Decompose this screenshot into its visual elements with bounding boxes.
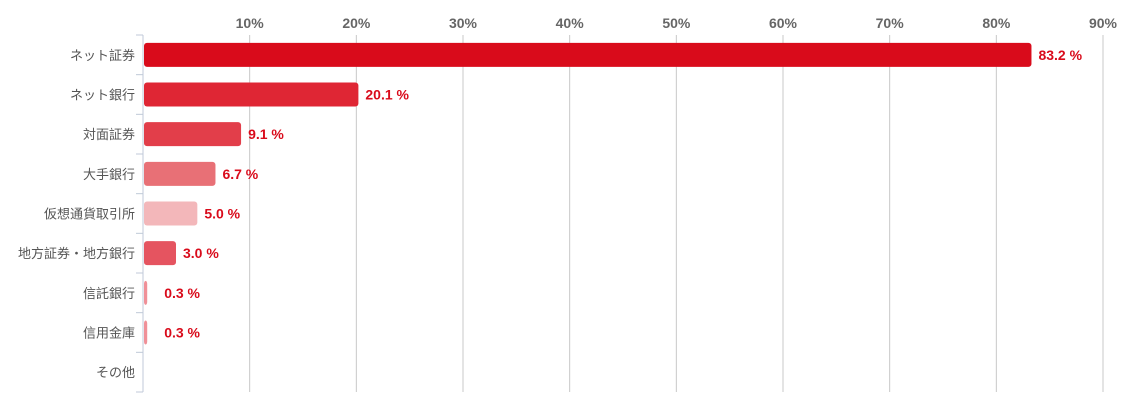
category-label: 仮想通貨取引所 — [44, 207, 135, 223]
value-label: 6.7 % — [222, 166, 258, 182]
category-label: 信託銀行 — [83, 286, 135, 302]
category-label: その他 — [96, 366, 135, 381]
x-tick-label: 50% — [662, 15, 691, 31]
category-label: 信用金庫 — [83, 326, 135, 342]
category-label: ネット銀行 — [70, 89, 135, 104]
value-label: 3.0 % — [183, 245, 219, 261]
bar — [144, 161, 216, 186]
value-label: 5.0 % — [204, 206, 240, 222]
value-label: 0.3 % — [164, 285, 200, 301]
category-label: ネット証券 — [70, 48, 135, 64]
x-tick-label: 90% — [1089, 15, 1118, 31]
value-label: 0.3 % — [164, 325, 200, 341]
value-label: 83.2 % — [1038, 47, 1082, 63]
bar — [144, 122, 242, 147]
bar — [144, 241, 176, 266]
bar — [144, 280, 148, 305]
x-tick-label: 30% — [449, 15, 478, 31]
category-label: 大手銀行 — [83, 168, 135, 183]
value-label: 9.1 % — [248, 126, 284, 142]
x-tick-label: 80% — [982, 15, 1011, 31]
category-label: 対面証券 — [83, 127, 135, 143]
x-tick-label: 40% — [556, 15, 585, 31]
x-tick-label: 20% — [342, 15, 371, 31]
bar — [144, 320, 148, 345]
x-tick-label: 10% — [236, 15, 265, 31]
x-tick-label: 70% — [876, 15, 905, 31]
category-label: 地方証券・地方銀行 — [18, 246, 135, 262]
bar — [144, 201, 198, 226]
x-tick-label: 60% — [769, 15, 798, 31]
bar — [144, 42, 1032, 67]
bar — [144, 82, 359, 107]
value-label: 20.1 % — [365, 87, 409, 103]
